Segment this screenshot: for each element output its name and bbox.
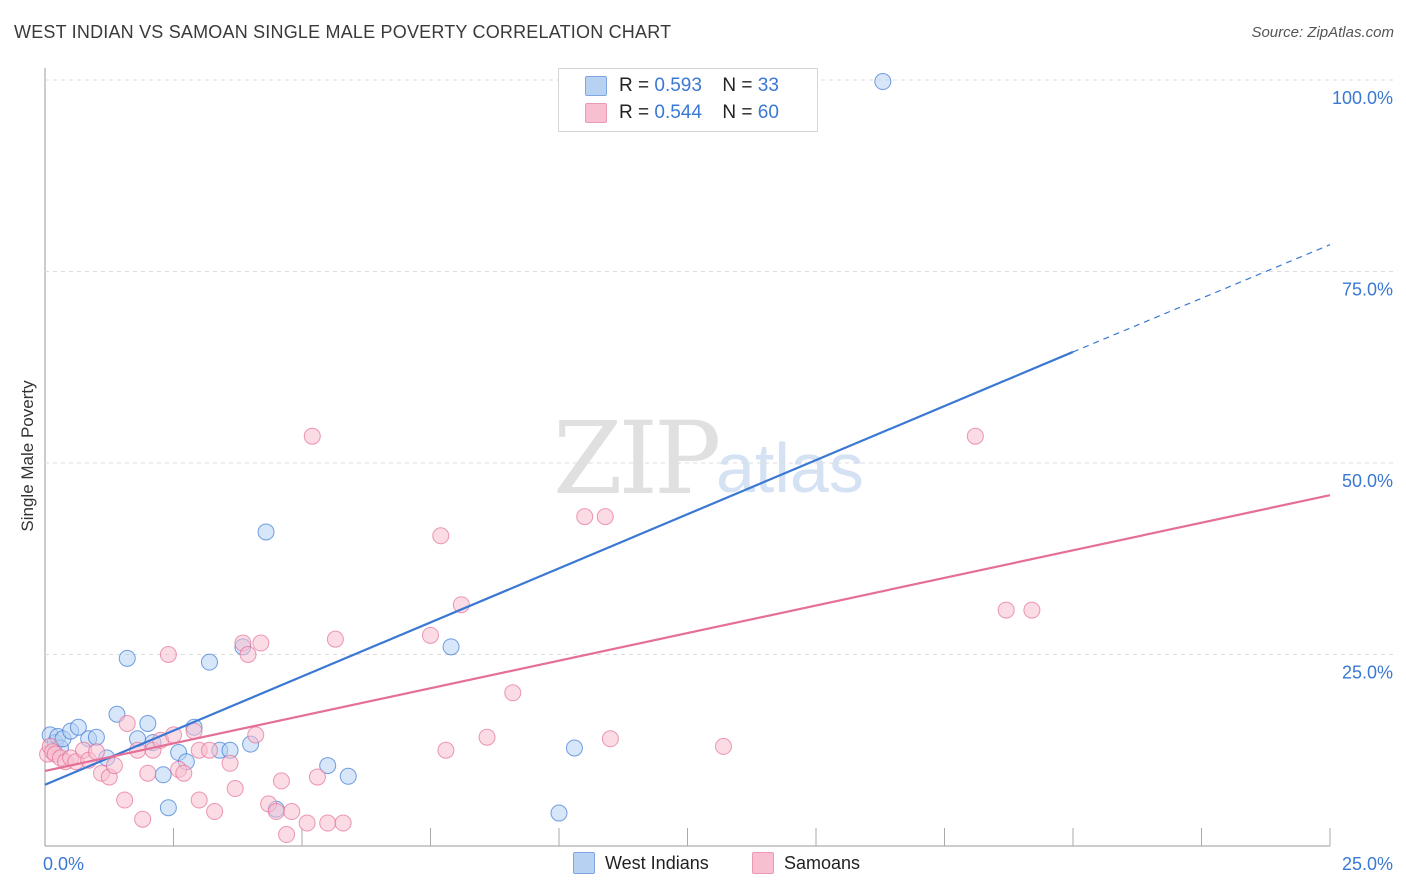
pink-data-point xyxy=(437,741,455,759)
blue-data-point xyxy=(565,739,583,757)
pink-data-point xyxy=(319,814,337,832)
pink-data-point xyxy=(283,803,301,821)
pink-data-point xyxy=(1023,601,1041,619)
pink-data-point xyxy=(226,780,244,798)
pink-data-point xyxy=(118,714,136,732)
pink-data-point xyxy=(134,810,152,828)
pink-data-point xyxy=(116,791,134,809)
pink-data-point xyxy=(997,601,1015,619)
watermark-zip: ZIP xyxy=(553,400,721,517)
pink-legend-swatch xyxy=(752,852,774,874)
pink-data-point xyxy=(175,764,193,782)
correlation-legend: R = 0.593 N = 33 R = 0.544 N = 60 xyxy=(558,68,818,132)
blue-data-point xyxy=(69,718,87,736)
blue-data-point xyxy=(319,757,337,775)
x-tick-label-max: 25.0% xyxy=(1342,854,1393,874)
pink-data-point xyxy=(159,646,177,663)
blue-data-point xyxy=(200,653,218,671)
legend-west-indians: West Indians xyxy=(573,852,709,874)
x-tick-label-min: 0.0% xyxy=(43,854,84,874)
source-credit: Source: ZipAtlas.com xyxy=(1251,24,1394,41)
legend-label-samoans: Samoans xyxy=(784,852,861,873)
legend-label-west-indians: West Indians xyxy=(605,852,709,873)
y-tick-label: 100.0% xyxy=(1332,88,1393,108)
blue-data-point xyxy=(550,804,568,822)
pink-data-point xyxy=(422,626,439,644)
pink-data-point xyxy=(478,728,496,746)
pink-data-point xyxy=(200,741,218,759)
blue-legend-swatch xyxy=(573,852,595,874)
pink-data-point xyxy=(278,826,296,844)
pink-data-point xyxy=(326,630,344,648)
blue-data-point xyxy=(339,767,357,785)
pink-data-point xyxy=(239,646,257,663)
pink-data-point xyxy=(267,803,285,821)
pink-data-point xyxy=(576,508,594,526)
watermark-atlas: atlas xyxy=(716,429,864,507)
pink-data-point xyxy=(190,791,208,809)
blue-data-point xyxy=(442,638,460,656)
legend-row-samoans: R = 0.544 N = 60 xyxy=(585,101,779,125)
pink-data-point xyxy=(334,814,352,832)
r-value: 0.544 xyxy=(654,102,702,123)
y-tick-label: 50.0% xyxy=(1342,471,1393,491)
pink-data-point xyxy=(714,737,732,755)
pink-swatch xyxy=(585,103,607,123)
pink-data-point xyxy=(298,814,316,832)
pink-data-point xyxy=(966,427,984,445)
r-label: R = xyxy=(619,75,650,96)
pink-data-point xyxy=(221,754,239,772)
blue-data-point xyxy=(118,649,136,667)
r-label: R = xyxy=(619,102,650,123)
n-value: 60 xyxy=(757,102,779,123)
pink-data-point xyxy=(504,684,522,702)
pink-data-point xyxy=(303,427,321,445)
pink-data-point xyxy=(272,772,290,790)
pink-data-point xyxy=(601,730,619,748)
blue-data-point xyxy=(154,766,172,784)
pink-data-point xyxy=(139,764,157,782)
pink-data-point xyxy=(252,634,270,652)
n-label: N = xyxy=(722,102,753,123)
pink-data-point xyxy=(308,768,326,786)
pink-data-point xyxy=(432,527,450,545)
n-value: 33 xyxy=(757,75,779,96)
blue-data-point xyxy=(159,799,177,817)
pink-data-point xyxy=(596,508,614,526)
blue-trend-extension xyxy=(1072,244,1331,353)
pink-data-point xyxy=(105,757,123,775)
legend-samoans: Samoans xyxy=(752,852,860,874)
pink-data-point xyxy=(206,803,224,821)
pink-data-point xyxy=(247,726,265,744)
r-value: 0.593 xyxy=(654,75,702,96)
pink-data-point xyxy=(87,743,105,761)
blue-swatch xyxy=(585,76,607,96)
blue-data-point xyxy=(139,714,157,732)
blue-data-point xyxy=(257,523,275,541)
y-tick-label: 75.0% xyxy=(1342,280,1393,300)
n-label: N = xyxy=(722,75,753,96)
blue-data-point xyxy=(874,73,892,91)
y-tick-label: 25.0% xyxy=(1342,663,1393,683)
pink-trend-line xyxy=(44,494,1331,773)
blue-data-point xyxy=(87,728,105,746)
blue-trend-line xyxy=(44,350,1074,786)
chart-title: WEST INDIAN VS SAMOAN SINGLE MALE POVERT… xyxy=(14,22,672,42)
legend-row-west-indians: R = 0.593 N = 33 xyxy=(585,74,779,98)
